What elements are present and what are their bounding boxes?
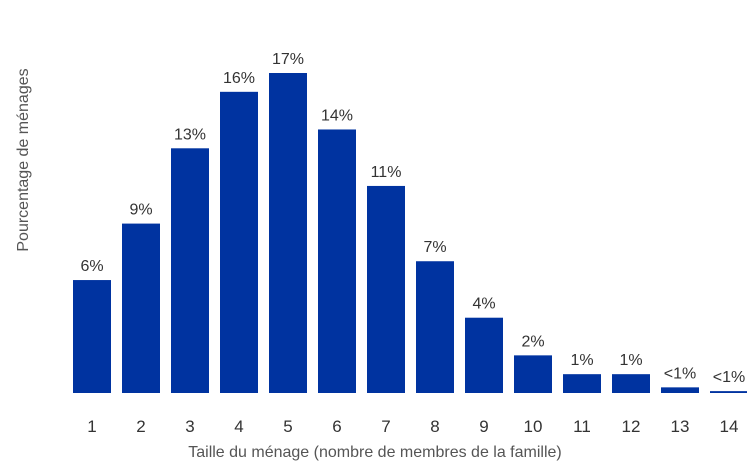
data-label-8: 7% <box>423 239 446 256</box>
bar-13 <box>661 387 699 393</box>
data-labels-group: 6% 9% 13% 16% 17% 14% 11% 7% 4% 2% 1% 1% <1% <1% <box>80 51 745 386</box>
data-label-2: 9% <box>129 202 152 219</box>
bar-9 <box>465 317 503 393</box>
x-axis-title: Taille du ménage (nombre de membres de l… <box>188 444 562 461</box>
bar-4 <box>220 91 258 393</box>
bar-14 <box>710 391 747 393</box>
x-tick-10: 10 <box>524 417 543 436</box>
x-tick-11: 11 <box>573 417 591 436</box>
data-label-9: 4% <box>472 296 495 313</box>
x-tick-labels-group: 1 2 3 4 5 6 7 8 9 10 11 12 13 14 <box>87 417 738 436</box>
bar-10 <box>514 355 552 393</box>
data-label-14: <1% <box>713 369 745 386</box>
x-tick-14: 14 <box>720 417 739 436</box>
data-label-4: 16% <box>223 70 255 87</box>
bar-8 <box>416 261 454 393</box>
data-label-12: 1% <box>619 352 642 369</box>
bar-2 <box>122 223 160 393</box>
y-axis-title: Pourcentage de ménages <box>15 68 32 251</box>
bar-12 <box>612 374 650 393</box>
x-tick-6: 6 <box>332 417 341 436</box>
x-tick-3: 3 <box>185 417 194 436</box>
bar-3 <box>171 148 209 393</box>
bar-5 <box>269 73 307 393</box>
bar-11 <box>563 374 601 393</box>
data-label-5: 17% <box>272 51 304 68</box>
x-tick-8: 8 <box>430 417 439 436</box>
bars-group <box>73 73 747 393</box>
x-tick-5: 5 <box>283 417 292 436</box>
bar-7 <box>367 185 405 393</box>
x-tick-12: 12 <box>622 417 641 436</box>
x-tick-1: 1 <box>87 417 96 436</box>
bar-1 <box>73 280 111 393</box>
bar-6 <box>318 129 356 393</box>
data-label-6: 14% <box>321 107 353 124</box>
x-tick-9: 9 <box>479 417 488 436</box>
x-tick-13: 13 <box>671 417 690 436</box>
data-label-3: 13% <box>174 126 206 143</box>
data-label-13: <1% <box>664 365 696 382</box>
x-tick-2: 2 <box>136 417 145 436</box>
data-label-10: 2% <box>521 333 544 350</box>
data-label-11: 1% <box>570 352 593 369</box>
x-tick-4: 4 <box>234 417 243 436</box>
x-tick-7: 7 <box>381 417 390 436</box>
data-label-7: 11% <box>371 164 402 181</box>
data-label-1: 6% <box>80 258 103 275</box>
